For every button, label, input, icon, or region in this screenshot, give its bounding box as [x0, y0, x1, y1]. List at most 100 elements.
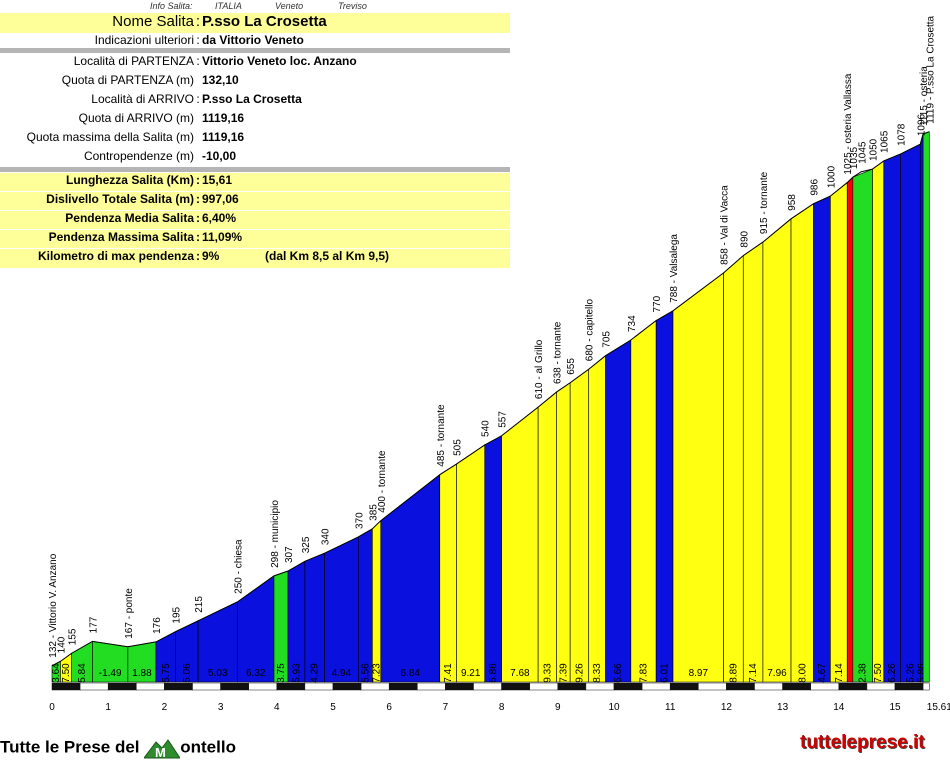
- gradient-label: 5.75: [161, 663, 172, 683]
- row-dislivello: Dislivello Totale Salita (m) : 997,06: [0, 192, 510, 210]
- gradient-label: 5.86: [917, 663, 928, 683]
- profile-segment: [790, 203, 814, 683]
- profile-segment: [813, 195, 831, 683]
- profile-segment: [830, 181, 848, 683]
- gradient-label: 5.06: [182, 663, 193, 683]
- km-scale-block: [473, 682, 502, 691]
- waypoint-label: 298 - municipio: [270, 500, 281, 568]
- gradient-label: 6.01: [660, 663, 671, 683]
- logo-text-a: Tutte le Prese del: [0, 737, 145, 757]
- waypoint-label: 788 - Valsalega: [669, 234, 680, 303]
- waypoint-label: 400 - tornante: [377, 450, 388, 513]
- km-scale-block: [866, 682, 896, 691]
- gradient-label: 6.32: [246, 668, 266, 679]
- waypoint-label: 195: [172, 606, 183, 623]
- waypoint-label: 1000: [826, 165, 837, 188]
- waypoint-label: 557: [498, 411, 509, 428]
- x-tick-label: 14: [833, 702, 845, 713]
- profile-segment: [672, 272, 724, 683]
- km-scale-block: [922, 682, 930, 691]
- profile-segment: [655, 310, 674, 683]
- waypoint-label: 1045: [857, 141, 868, 164]
- info-header-region: Veneto: [275, 1, 304, 11]
- gradient-label: 7.68: [510, 668, 530, 679]
- waypoint-label: 1025 - osteria Vallassa: [843, 73, 854, 174]
- km-scale-block: [192, 682, 221, 691]
- km-scale-block: [388, 682, 418, 691]
- km-scale-block: [669, 682, 699, 691]
- divider: [0, 167, 510, 172]
- km-scale-block: [557, 682, 587, 691]
- row-nome-salita: Nome Salita : P.sso La Crosetta: [0, 13, 510, 33]
- km-scale-block: [248, 682, 278, 691]
- row-sep: :: [196, 54, 200, 68]
- gradient-label: 9.21: [461, 668, 481, 679]
- info-header-country: ITALIA: [215, 1, 242, 11]
- km-scale-block: [360, 682, 390, 691]
- row-value: 997,06: [202, 192, 239, 206]
- profile-segment: [569, 368, 590, 683]
- waypoint-label: 1115 - osteria: [919, 66, 930, 126]
- gradient-label: 6.66: [613, 663, 624, 683]
- row-value: 15,61: [202, 173, 233, 187]
- km-scale-block: [501, 682, 530, 691]
- info-header-province: Treviso: [338, 1, 367, 11]
- row-km-max-pendenza: Kilometro di max pendenza : 9% (dal Km 8…: [0, 249, 510, 268]
- waypoint-label: 340: [321, 528, 332, 545]
- waypoint-label: 385: [368, 504, 379, 521]
- row-label: Pendenza Massima Salita: [48, 230, 194, 244]
- profile-segment: [456, 444, 486, 683]
- gradient-label: 5.84: [77, 663, 88, 683]
- row-localita-partenza: Località di PARTENZA : Vittorio Veneto l…: [0, 54, 510, 72]
- waypoint-label: 177: [88, 616, 99, 633]
- row-label: Quota di PARTENZA (m): [61, 73, 194, 87]
- km-scale-block: [276, 682, 306, 691]
- km-scale-block: [894, 682, 924, 691]
- km-scale-block: [332, 682, 362, 691]
- row-value: 1119,16: [202, 130, 245, 144]
- logo-text-b: ontello: [180, 737, 236, 757]
- row-value: P.sso La Crosetta: [202, 13, 327, 30]
- row-value: P.sso La Crosetta: [202, 92, 302, 106]
- waypoint-label: 890: [739, 230, 750, 247]
- row-label: Contropendenze (m): [83, 149, 194, 163]
- waypoint-label: 638 - tornante: [553, 321, 564, 384]
- km-scale-block: [698, 682, 727, 691]
- km-scale-block: [782, 682, 811, 691]
- gradient-label: 4.94: [332, 668, 352, 679]
- gradient-label: 6.26: [887, 663, 898, 683]
- row-label: Pendenza Media Salita: [65, 211, 194, 225]
- gradient-label: 5.86: [488, 663, 499, 683]
- gradient-label: 9.33: [542, 663, 553, 683]
- km-scale-block: [810, 682, 840, 691]
- x-tick-label: 10: [608, 702, 620, 713]
- km-scale-block: [838, 682, 868, 691]
- row-label: Kilometro di max pendenza: [37, 249, 194, 263]
- site-link[interactable]: tutteleprese.it: [800, 732, 925, 753]
- gradient-label: 8.00: [797, 663, 808, 683]
- profile-segment: [723, 254, 744, 683]
- row-value: 11,09%: [202, 230, 243, 244]
- info-header-label: Info Salita:: [150, 1, 193, 11]
- row-localita-arrivo: Località di ARRIVO : P.sso La Crosetta: [0, 92, 510, 110]
- profile-segment: [380, 474, 441, 683]
- x-tick-label: 8: [499, 702, 505, 713]
- x-tick-label: 15.61: [927, 702, 950, 713]
- row-sep: :: [196, 249, 200, 263]
- km-scale-block: [585, 682, 615, 691]
- waypoint-label: 540: [481, 420, 492, 437]
- row-label: Dislivello Totale Salita (m): [46, 192, 194, 206]
- row-sep: :: [196, 92, 200, 106]
- x-tick-label: 2: [162, 702, 168, 713]
- profile-segment: [372, 519, 382, 683]
- km-scale-block: [164, 682, 193, 691]
- profile-segment: [357, 528, 373, 683]
- gradient-label: 7.41: [443, 663, 454, 683]
- gradient-label: 3.64: [51, 663, 62, 683]
- km-scale-block: [641, 682, 671, 691]
- elevation-profile-chart: 3.647.50 5.84 -1.49 1.88 5.75 5.06 5.03 6.32 3.7…: [48, 15, 950, 713]
- gradient-label: 7.39: [558, 663, 569, 683]
- row-quota-massima: Quota massima della Salita (m) 1119,16: [0, 130, 510, 148]
- gradient-label: 7.50: [61, 663, 72, 683]
- gradient-label: 3.75: [276, 663, 287, 683]
